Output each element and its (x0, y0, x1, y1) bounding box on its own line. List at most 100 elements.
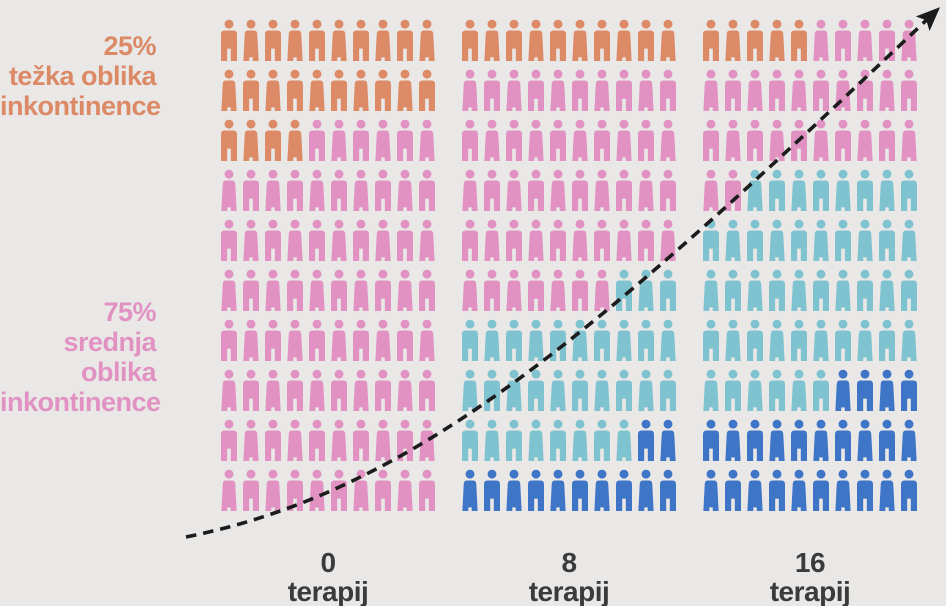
person-icon (460, 118, 480, 163)
person-icon (351, 318, 371, 363)
person-icon (855, 118, 875, 163)
person-icon (767, 468, 787, 513)
person-icon (329, 318, 349, 363)
person-icon (307, 468, 327, 513)
person-icon (811, 218, 831, 263)
x-tick-value: 0 (320, 547, 336, 578)
person-icon (658, 68, 678, 113)
person-icon (570, 268, 590, 313)
person-icon (504, 68, 524, 113)
person-icon (877, 318, 897, 363)
person-icon (417, 218, 437, 263)
person-icon (658, 368, 678, 413)
person-icon (351, 468, 371, 513)
person-icon (417, 168, 437, 213)
person-icon (285, 168, 305, 213)
person-icon (833, 418, 853, 463)
person-icon (482, 18, 502, 63)
person-icon (789, 68, 809, 113)
person-icon (504, 168, 524, 213)
person-icon (636, 68, 656, 113)
person-icon (592, 218, 612, 263)
person-icon (460, 68, 480, 113)
person-icon (307, 268, 327, 313)
person-icon (701, 268, 721, 313)
person-icon (329, 368, 349, 413)
person-icon (351, 168, 371, 213)
person-icon (241, 418, 261, 463)
person-icon (482, 218, 502, 263)
person-icon (504, 268, 524, 313)
person-icon (285, 468, 305, 513)
person-icon (395, 18, 415, 63)
person-icon (636, 368, 656, 413)
person-icon (833, 268, 853, 313)
x-label-8: 8 terapij (459, 548, 679, 606)
person-icon (241, 218, 261, 263)
person-icon (241, 18, 261, 63)
person-icon (570, 468, 590, 513)
person-icon (811, 368, 831, 413)
person-icon (877, 468, 897, 513)
person-icon (241, 68, 261, 113)
person-icon (723, 18, 743, 63)
person-icon (701, 318, 721, 363)
person-icon (899, 118, 919, 163)
person-icon (548, 168, 568, 213)
person-icon (745, 168, 765, 213)
person-icon (877, 118, 897, 163)
person-icon (592, 118, 612, 163)
person-icon (855, 268, 875, 313)
person-icon (504, 468, 524, 513)
person-icon (877, 418, 897, 463)
person-icon (899, 268, 919, 313)
x-tick-unit: terapij (528, 576, 610, 606)
person-icon (351, 218, 371, 263)
person-icon (460, 268, 480, 313)
person-icon (526, 468, 546, 513)
person-icon (701, 18, 721, 63)
person-icon (460, 468, 480, 513)
person-icon (570, 168, 590, 213)
person-icon (504, 18, 524, 63)
person-icon (548, 118, 568, 163)
person-icon (636, 218, 656, 263)
person-icon (899, 218, 919, 263)
person-icon (526, 218, 546, 263)
person-icon (899, 418, 919, 463)
person-icon (351, 268, 371, 313)
person-icon (548, 418, 568, 463)
person-icon (855, 168, 875, 213)
person-icon (811, 68, 831, 113)
person-icon (482, 318, 502, 363)
person-icon (307, 218, 327, 263)
person-icon (833, 218, 853, 263)
person-icon (877, 268, 897, 313)
person-icon (767, 218, 787, 263)
moderate-line2: inkontinence (0, 387, 161, 417)
person-icon (614, 18, 634, 63)
person-icon (329, 68, 349, 113)
person-icon (789, 18, 809, 63)
person-icon (548, 18, 568, 63)
person-icon (263, 268, 283, 313)
person-icon (329, 168, 349, 213)
person-icon (526, 168, 546, 213)
person-icon (745, 468, 765, 513)
person-icon (219, 18, 239, 63)
person-icon (482, 418, 502, 463)
person-icon (285, 368, 305, 413)
person-icon (723, 168, 743, 213)
person-icon (307, 118, 327, 163)
person-icon (219, 268, 239, 313)
person-icon (504, 318, 524, 363)
moderate-percent: 75% (103, 297, 156, 327)
person-icon (789, 218, 809, 263)
person-icon (263, 18, 283, 63)
person-icon (219, 418, 239, 463)
person-icon (833, 118, 853, 163)
person-icon (855, 68, 875, 113)
person-icon (833, 18, 853, 63)
person-icon (219, 68, 239, 113)
person-icon (526, 18, 546, 63)
